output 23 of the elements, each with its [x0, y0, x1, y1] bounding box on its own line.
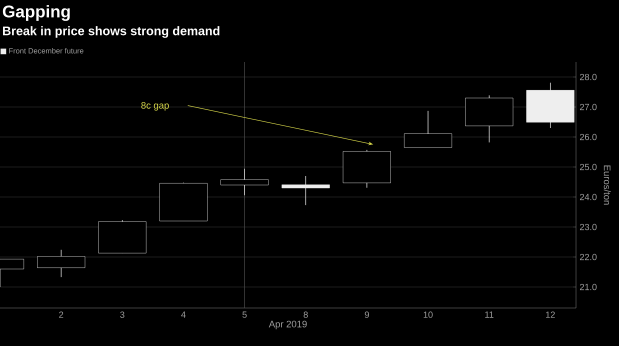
chart-subtitle: Break in price shows strong demand — [3, 26, 220, 38]
x-tick-label: 12 — [546, 312, 555, 318]
y-tick-label: 25.0 — [580, 164, 597, 170]
y-tick-label: 23.0 — [580, 224, 597, 230]
x-tick-label: 10 — [424, 312, 433, 318]
y-tick-label: 28.0 — [580, 74, 597, 80]
chart-title: Gapping — [2, 5, 70, 21]
y-tick-label: 26.0 — [580, 134, 597, 140]
x-tick-label: 11 — [485, 312, 494, 318]
annotation: 8c gap — [141, 102, 169, 111]
x-tick-label: 9 — [364, 312, 369, 318]
y-tick-label: 21.0 — [580, 284, 597, 290]
y-tick-label: 27.0 — [580, 104, 597, 110]
y-axis-title: Euros/ton — [604, 166, 611, 205]
x-tick-label: 2 — [59, 312, 64, 318]
x-tick-label: 8 — [304, 312, 308, 318]
x-tick-label: 4 — [181, 312, 186, 318]
candlestick — [282, 176, 330, 206]
y-tick-label: 24.0 — [580, 194, 597, 200]
x-tick-label: 3 — [120, 312, 124, 318]
y-tick-label: 22.0 — [580, 254, 597, 260]
x-tick-label: 5 — [242, 312, 247, 318]
x-axis-title: Apr 2019 — [268, 320, 307, 330]
